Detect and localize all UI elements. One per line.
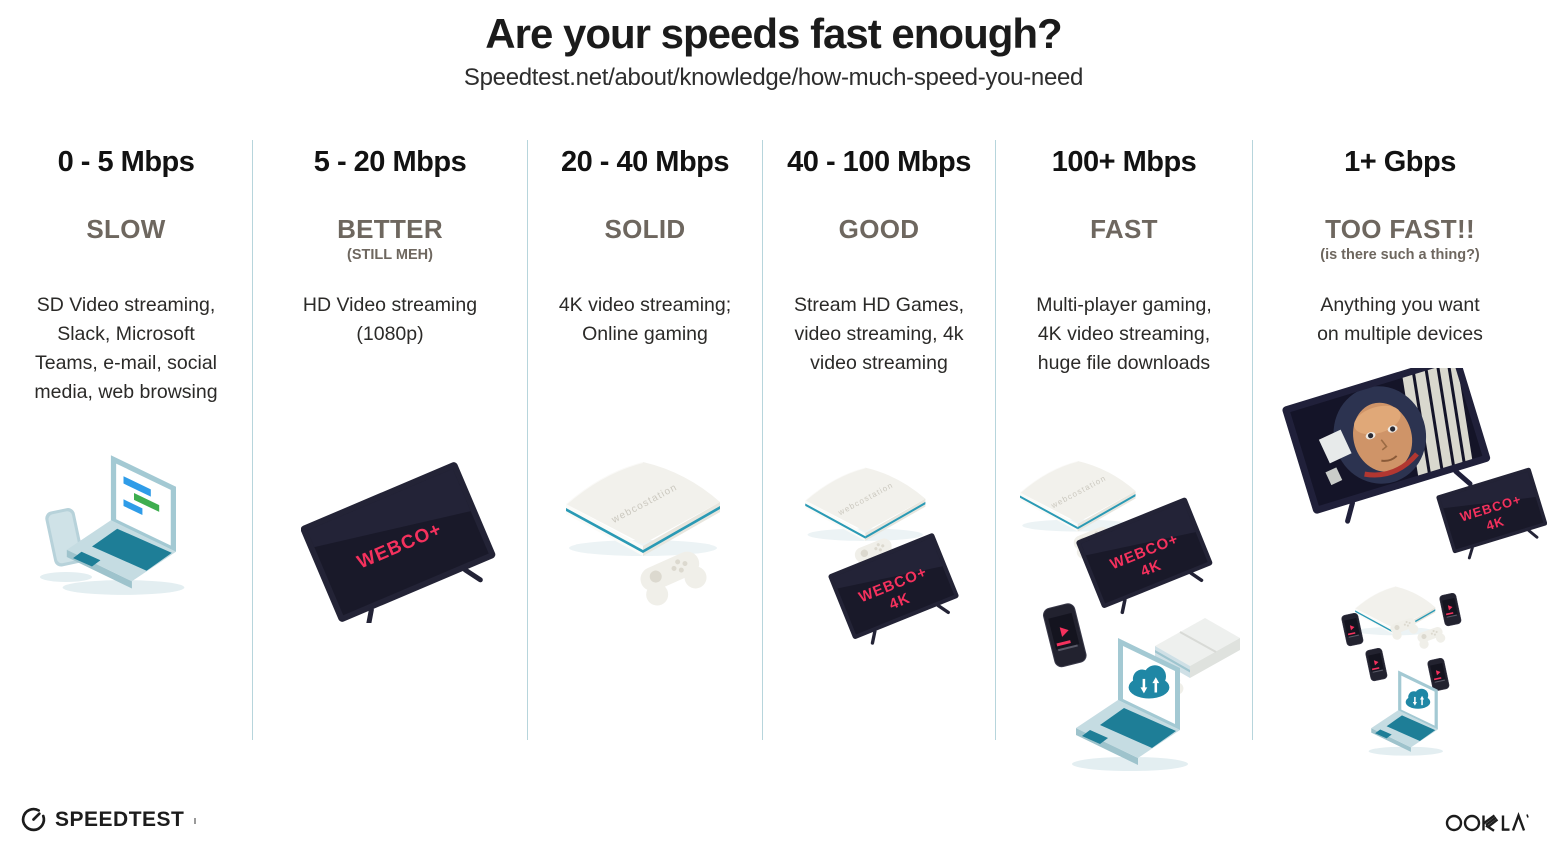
column-0-5-mbps: 0 - 5 Mbps SLOW SD Video streaming, Slac… xyxy=(0,140,253,740)
speed-tier-columns: 0 - 5 Mbps SLOW SD Video streaming, Slac… xyxy=(0,140,1547,771)
column-100plus-mbps: 100+ Mbps FAST Multi-player gaming, 4K v… xyxy=(996,140,1253,771)
speedtest-gauge-icon xyxy=(21,807,46,832)
speed-range: 1+ Gbps xyxy=(1344,146,1456,178)
speedtest-wordmark: SPEEDTEST xyxy=(55,807,185,831)
small-4k-tv: WEBCO+ 4K xyxy=(1434,465,1547,564)
speed-range: 100+ Mbps xyxy=(1051,146,1197,178)
column-5-20-mbps: 5 - 20 Mbps BETTER (STILL MEH) HD Video … xyxy=(253,140,528,740)
page-title: Are your speeds fast enough? xyxy=(485,10,1062,57)
console-and-controller-illustration: webcostation xyxy=(565,461,721,610)
use-cases: 4K video streaming; Online gaming xyxy=(558,294,732,345)
tier-label: SOLID xyxy=(604,214,686,244)
tier-label: GOOD xyxy=(838,214,920,244)
ookla-logo: OOKLA xyxy=(1445,806,1531,841)
column-40-100-mbps: 40 - 100 Mbps GOOD Stream HD Games, vide… xyxy=(763,140,996,740)
multi-device-illustration: webcostation WEBCO+ 4K xyxy=(1019,460,1241,771)
use-cases: HD Video streaming (1080p) xyxy=(302,294,478,345)
speed-range: 20 - 40 Mbps xyxy=(560,146,730,178)
tv-4k-label: 4K xyxy=(1138,557,1164,581)
speed-range: 40 - 100 Mbps xyxy=(787,146,971,178)
trademark-tick xyxy=(194,817,197,824)
speedtest-logo: SPEEDTEST xyxy=(20,806,197,833)
use-cases: SD Video streaming, Slack, Microsoft Tea… xyxy=(34,294,218,403)
laptop-and-phone-illustration xyxy=(40,455,185,595)
tier-note: (is there such a thing?) xyxy=(1320,247,1480,263)
column-20-40-mbps: 20 - 40 Mbps SOLID 4K video streaming; O… xyxy=(528,140,763,740)
console-and-4k-tv-illustration: webcostation WEBCO+ 4K xyxy=(804,466,965,651)
page-subtitle: Speedtest.net/about/knowledge/how-much-s… xyxy=(463,64,1084,91)
hd-tv-illustration: WEBCO+ xyxy=(301,448,501,623)
tv-4k-label: 4K xyxy=(887,590,913,614)
tier-label: FAST xyxy=(1090,214,1158,244)
movie-tv xyxy=(1282,368,1491,524)
tv-4k-label: 4K xyxy=(1484,513,1506,533)
ookla-wordmark-icon: OOKLA xyxy=(1445,812,1529,832)
use-cases: Anything you want on multiple devices xyxy=(1317,294,1483,345)
tier-label: SLOW xyxy=(86,214,166,244)
tier-note: (STILL MEH) xyxy=(347,247,433,263)
use-cases: Multi-player gaming, 4K video streaming,… xyxy=(1036,294,1212,374)
column-1plus-gbps: 1+ Gbps TOO FAST!! (is there such a thin… xyxy=(1253,140,1547,756)
speed-range: 0 - 5 Mbps xyxy=(57,146,195,178)
use-cases: Stream HD Games, video streaming, 4k vid… xyxy=(793,294,965,374)
tier-label: TOO FAST!! xyxy=(1325,214,1475,244)
speed-range: 5 - 20 Mbps xyxy=(313,146,467,178)
tier-label: BETTER xyxy=(337,214,443,244)
everything-illustration: WEBCO+ 4K xyxy=(1282,368,1547,756)
